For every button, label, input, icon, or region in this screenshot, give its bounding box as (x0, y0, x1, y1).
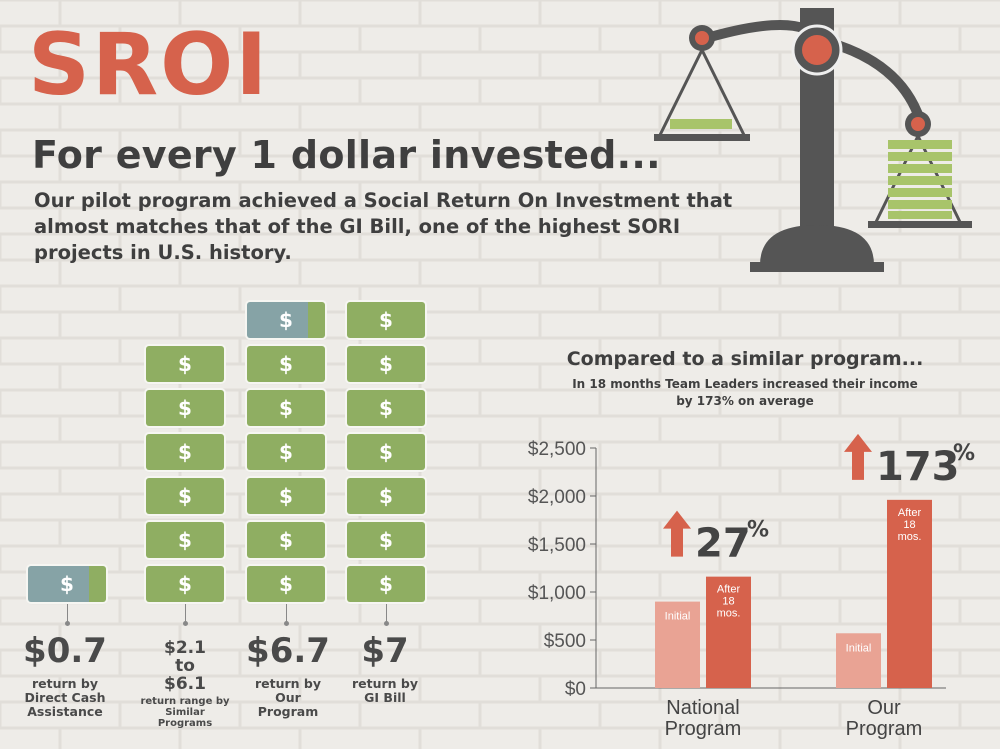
dollar-bill: $ (247, 522, 325, 558)
amount-gi-bill: $7 (361, 631, 409, 671)
amount-similar-to: to (175, 655, 195, 676)
caption-our-program: return by Our Program (254, 676, 322, 719)
caption-direct-cash: return by Direct Cash Assistance (24, 676, 106, 719)
balance-scale-icon (654, 8, 972, 272)
amount-our-program: $6.7 (246, 631, 330, 671)
chart-subtitle-line-2: by 173% on average (676, 393, 814, 408)
dollar-bill: $ (347, 566, 425, 602)
dollar-bill: $ (347, 478, 425, 514)
intro-text: Our pilot program achieved a Social Retu… (34, 189, 733, 264)
bar-label: After (717, 584, 741, 596)
dollar-bill: $ (247, 566, 325, 602)
dollar-bill: $ (247, 302, 325, 338)
chart-subtitle-line-1: In 18 months Team Leaders increased thei… (572, 377, 918, 391)
amount-direct-cash: $0.7 (23, 631, 107, 671)
dollar-bill: $ (146, 346, 224, 382)
y-tick-label: $2,000 (528, 487, 586, 508)
x-category-label: Our (867, 697, 901, 719)
y-tick-label: $1,000 (528, 583, 586, 604)
y-tick-label: $0 (565, 679, 586, 700)
chart-subtitle: In 18 months Team Leaders increased thei… (520, 376, 970, 410)
dollar-bill: $ (247, 478, 325, 514)
bar-label: 18 (903, 519, 915, 531)
dollar-bill: $ (146, 434, 224, 470)
bar-label: mos. (717, 608, 741, 620)
bar-after-18-mos (706, 576, 751, 688)
dollar-bill: $ (247, 434, 325, 470)
y-tick-label: $2,500 (528, 439, 586, 460)
dollar-bill: $ (146, 522, 224, 558)
up-arrow-icon (844, 433, 872, 480)
caption-gi-bill: return by GI Bill (351, 676, 419, 705)
bar-initial (836, 633, 881, 688)
dollar-bill: $ (146, 390, 224, 426)
increase-percent-label: 27 (695, 521, 751, 567)
dollar-bill: $ (247, 346, 325, 382)
bar-label: Initial (846, 642, 872, 654)
dollar-bill: $ (347, 522, 425, 558)
x-category-label: Program (846, 718, 923, 740)
y-tick-label: $500 (544, 631, 586, 652)
bar-label: After (898, 507, 922, 519)
dollar-bill: $ (146, 478, 224, 514)
percent-sign: % (747, 518, 769, 543)
x-category-label: Program (665, 718, 742, 740)
bar-after-18-mos (887, 499, 932, 688)
chart-title: Compared to a similar program... (566, 348, 924, 370)
dollar-bill: $ (347, 390, 425, 426)
up-arrow-icon (663, 510, 691, 557)
dollar-bill: $ (28, 566, 106, 602)
x-category-label: National (666, 697, 739, 719)
dollar-bill: $ (347, 434, 425, 470)
stack-connector (65, 604, 70, 626)
bar-initial (655, 601, 700, 688)
amount-similar-upper: $6.1 (164, 673, 206, 694)
headline: For every 1 dollar invested... (32, 133, 661, 177)
stack-connector (284, 604, 289, 626)
sroi-logo: SROI (28, 15, 270, 115)
y-tick-label: $1,500 (528, 535, 586, 556)
amount-similar-from: $2.1 (164, 638, 206, 658)
increase-percent-label: 173 (876, 444, 960, 490)
dollar-bill: $ (347, 346, 425, 382)
income-bar-chart: $0 $500 $1,000 $1,500 $2,000 $2,500 Initial Aft… (528, 433, 975, 740)
bar-label: mos. (898, 531, 922, 543)
dollar-bill: $ (247, 390, 325, 426)
dollar-bill: $ (146, 566, 224, 602)
caption-similar-programs: return range by Similar Programs (140, 696, 230, 729)
bar-label: 18 (722, 596, 734, 608)
amount-similar-programs: $2.1 to $6.1 (140, 638, 230, 694)
percent-sign: % (953, 441, 975, 466)
dollar-bill: $ (347, 302, 425, 338)
bar-label: Initial (665, 611, 691, 623)
stack-connector (384, 604, 389, 626)
stack-connector (183, 604, 188, 626)
